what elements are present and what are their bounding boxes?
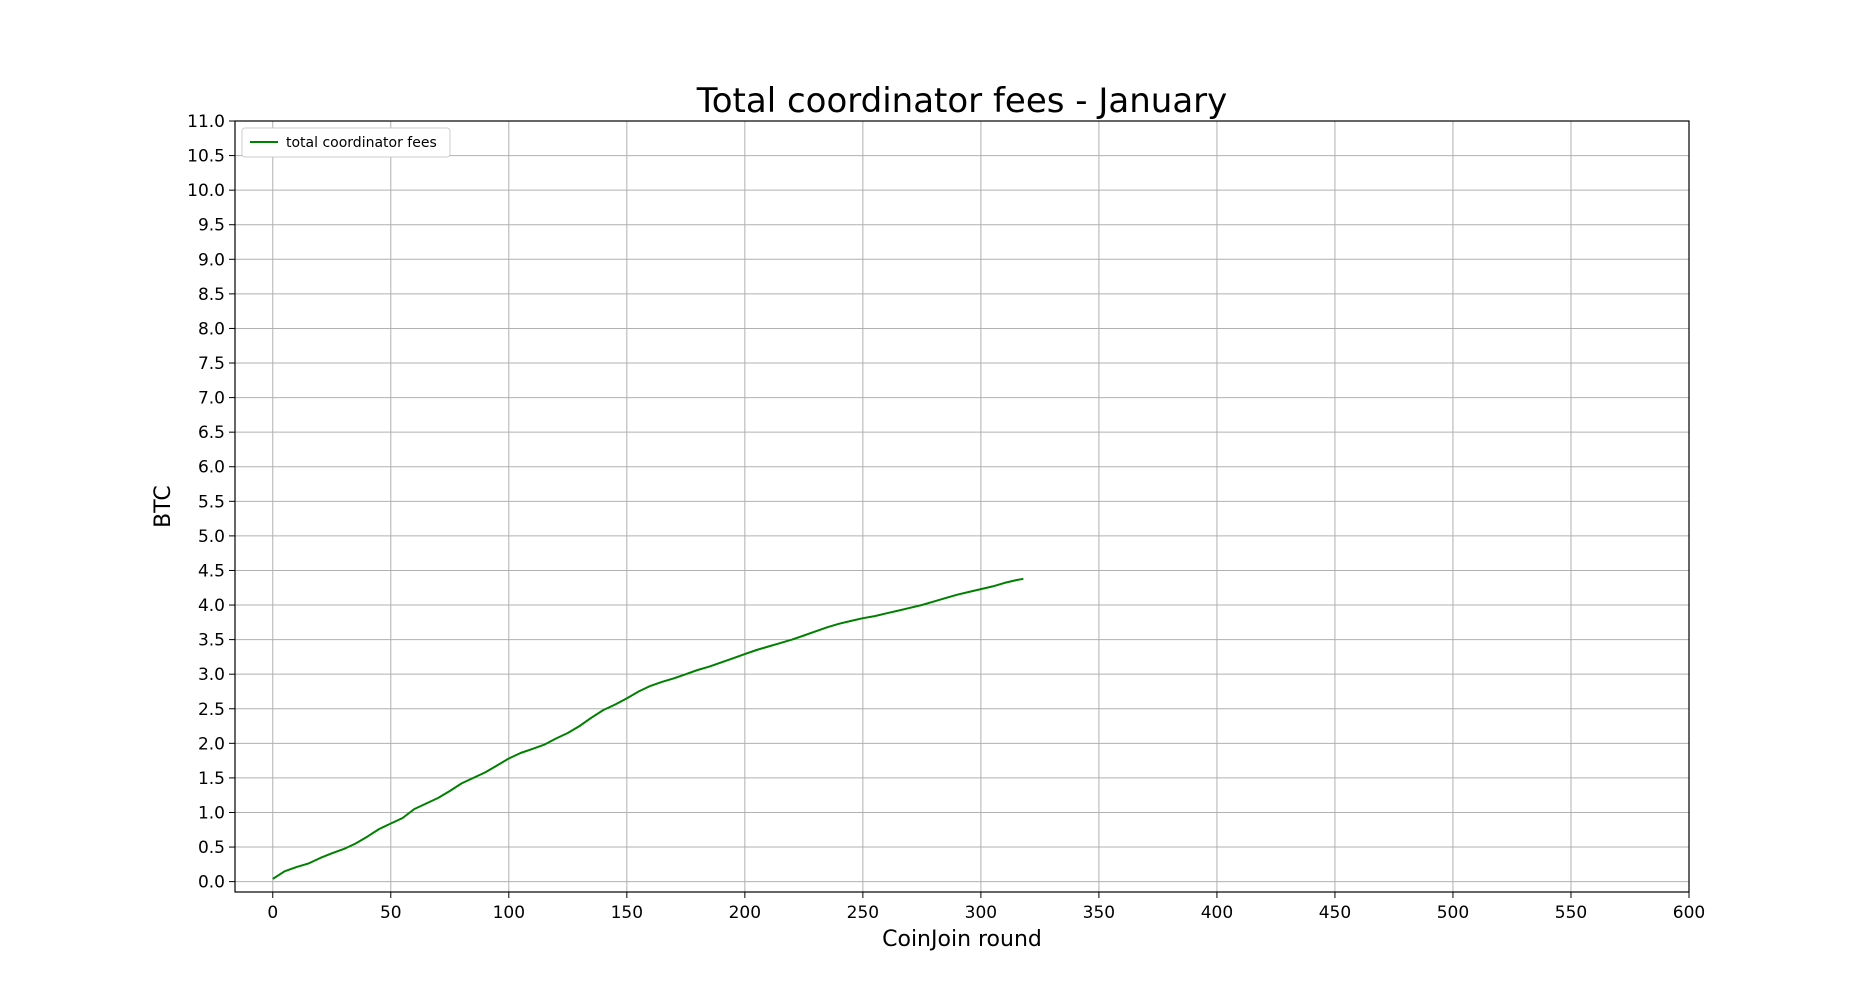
x-tick-label: 250 bbox=[847, 903, 879, 923]
x-tick-label: 350 bbox=[1083, 903, 1115, 923]
x-tick-label: 300 bbox=[965, 903, 997, 923]
y-tick-label: 10.5 bbox=[187, 147, 225, 167]
legend: total coordinator fees bbox=[241, 127, 451, 158]
y-tick-label: 1.0 bbox=[198, 803, 225, 823]
y-tick-label: 7.5 bbox=[198, 354, 225, 374]
y-axis-title: BTC bbox=[151, 485, 176, 528]
y-tick-label: 9.0 bbox=[198, 250, 225, 270]
x-axis: 0 50 100 150 200 250 300 350 400 450 500 550 600 bbox=[267, 892, 1705, 923]
x-tick-label: 550 bbox=[1555, 903, 1587, 923]
legend-label: total coordinator fees bbox=[286, 135, 437, 151]
series-layer bbox=[272, 577, 1024, 880]
series-line-0 bbox=[272, 577, 1024, 880]
y-tick-label: 4.0 bbox=[198, 596, 225, 616]
y-tick-label: 2.0 bbox=[198, 734, 225, 754]
y-tick-label: 4.5 bbox=[198, 561, 225, 581]
y-tick-label: 5.5 bbox=[198, 492, 225, 512]
x-tick-label: 0 bbox=[267, 903, 278, 923]
chart-title: Total coordinator fees - January bbox=[696, 81, 1228, 121]
x-tick-label: 150 bbox=[611, 903, 643, 923]
x-tick-label: 50 bbox=[380, 903, 402, 923]
y-tick-label: 2.5 bbox=[198, 700, 225, 720]
y-tick-label: 11.0 bbox=[187, 112, 225, 132]
y-axis: 0.0 0.5 1.0 1.5 2.0 2.5 3.0 3.5 4.0 4.5 5.0 5.5 6.0 6… bbox=[187, 112, 235, 893]
y-tick-label: 5.0 bbox=[198, 527, 225, 547]
x-tick-label: 450 bbox=[1319, 903, 1351, 923]
y-tick-label: 0.0 bbox=[198, 873, 225, 893]
y-tick-label: 10.0 bbox=[187, 181, 225, 201]
y-tick-label: 8.0 bbox=[198, 319, 225, 339]
y-tick-label: 3.0 bbox=[198, 665, 225, 685]
legend-box bbox=[241, 127, 451, 158]
grid bbox=[235, 120, 1690, 892]
y-tick-label: 6.0 bbox=[198, 458, 225, 478]
x-tick-label: 500 bbox=[1437, 903, 1469, 923]
x-tick-label: 200 bbox=[729, 903, 761, 923]
x-axis-title: CoinJoin round bbox=[882, 927, 1042, 952]
x-tick-label: 100 bbox=[493, 903, 525, 923]
y-tick-label: 7.0 bbox=[198, 389, 225, 409]
x-tick-label: 600 bbox=[1673, 903, 1705, 923]
x-tick-label: 400 bbox=[1201, 903, 1233, 923]
y-tick-label: 6.5 bbox=[198, 423, 225, 443]
plot-frame bbox=[234, 120, 1690, 893]
y-tick-label: 9.5 bbox=[198, 216, 225, 236]
y-tick-label: 0.5 bbox=[198, 838, 225, 858]
y-tick-label: 3.5 bbox=[198, 631, 225, 651]
y-tick-label: 8.5 bbox=[198, 285, 225, 305]
y-tick-label: 1.5 bbox=[198, 769, 225, 789]
